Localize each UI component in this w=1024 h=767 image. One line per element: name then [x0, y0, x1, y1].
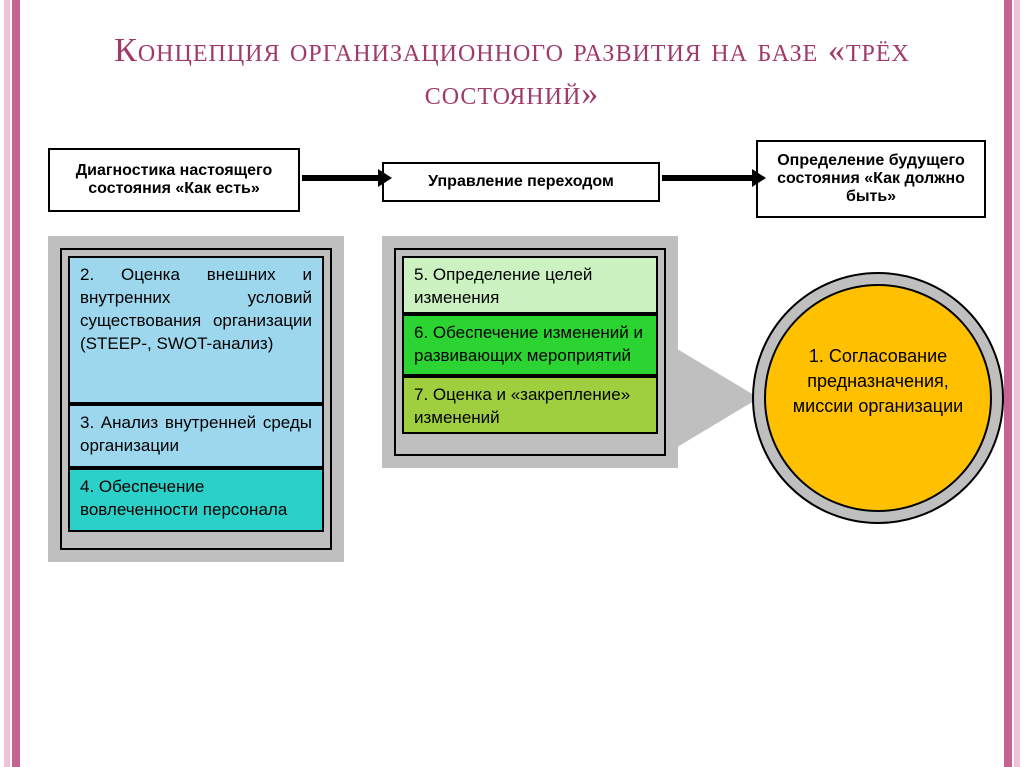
arrow-1 [302, 163, 392, 193]
header-box-diagnostics: Диагностика настоящего состояния «Как ес… [48, 148, 300, 212]
stripe-left-inner [12, 0, 20, 767]
panel1-cell-1: 3. Анализ внутренней среды организации [68, 404, 324, 468]
circle-label: 1. Согласование предназначения, миссии о… [778, 344, 978, 420]
panel-diagnostics: 2. Оценка внешних и внутренних условий с… [48, 236, 344, 562]
page-title: Концепция организационного развития на б… [40, 30, 984, 115]
header-box-future: Определение будущего состояния «Как долж… [756, 140, 986, 218]
slide: Концепция организационного развития на б… [0, 0, 1024, 767]
panel1-cell-0: 2. Оценка внешних и внутренних условий с… [68, 256, 324, 404]
panel2-cell-0: 5. Определение целей изменения [402, 256, 658, 314]
stripe-left-outer [4, 0, 10, 767]
panel2-cell-1: 6. Обеспечение изменений и развивающих м… [402, 314, 658, 376]
panel2-cell-2: 7. Оценка и «закрепление» изменений [402, 376, 658, 434]
stripe-right-inner [1004, 0, 1012, 767]
panel-transition: 5. Определение целей изменения6. Обеспеч… [382, 236, 678, 468]
stripe-right-outer [1014, 0, 1020, 767]
circle-mission: 1. Согласование предназначения, миссии о… [752, 272, 1004, 524]
panel1-cell-2: 4. Обеспечение вовлеченности персонала [68, 468, 324, 532]
arrow-2 [662, 163, 766, 193]
header-box-transition: Управление переходом [382, 162, 660, 202]
